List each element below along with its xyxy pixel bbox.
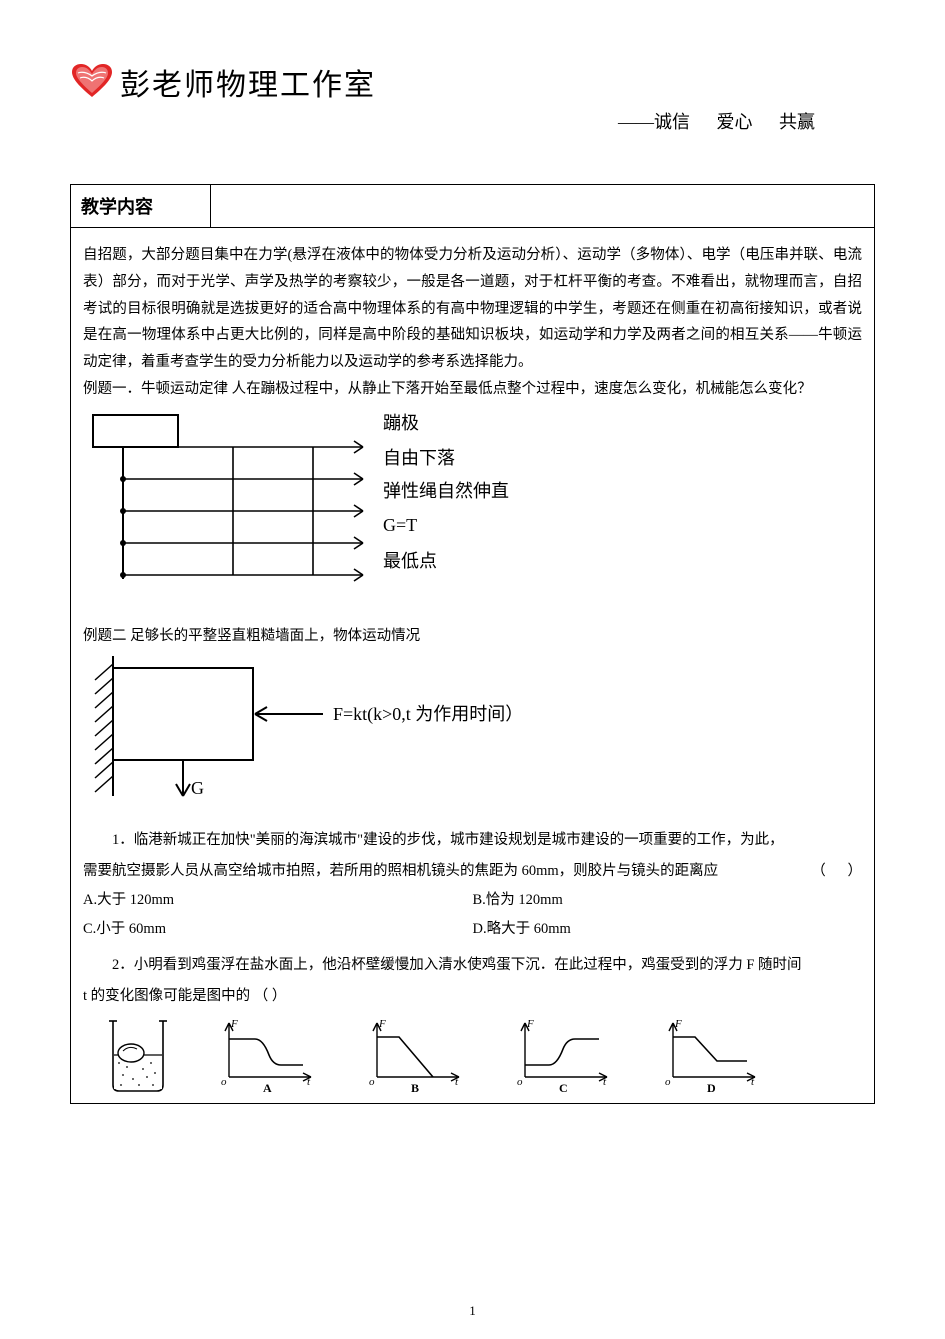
d1-label-2: 弹性绳自然伸直 — [383, 481, 509, 501]
q1-optC: C.小于 60mm — [83, 915, 473, 944]
d1-label-4: 最低点 — [383, 551, 437, 571]
q1-paren: （ ） — [811, 856, 862, 886]
q2-line1: 2．小明看到鸡蛋浮在盐水面上，他沿杯壁缓慢加入清水使鸡蛋下沉．在此过程中，鸡蛋受… — [83, 950, 862, 980]
d1-label-3: G=T — [383, 515, 417, 535]
svg-text:o: o — [369, 1076, 375, 1088]
intro-paragraph: 自招题，大部分题目集中在力学(悬浮在液体中的物体受力分析及运动分析）、运动学（多… — [83, 242, 862, 376]
graph-B: F o t B — [359, 1015, 469, 1093]
graph-C: F o t C — [507, 1015, 617, 1093]
content-body: 自招题，大部分题目集中在力学(悬浮在液体中的物体受力分析及运动分析）、运动学（多… — [71, 228, 874, 1103]
d1-label-0: 蹦极 — [383, 413, 419, 433]
example1-diagram: 蹦极 自由下落 弹性绳自然伸直 G=T 最低点 — [83, 409, 862, 599]
q1-optB: B.恰为 120mm — [473, 886, 863, 915]
svg-text:o: o — [517, 1076, 523, 1088]
q1-optD: D.略大于 60mm — [473, 915, 863, 944]
header: 彭老师物理工作室 — [70, 60, 875, 104]
svg-text:o: o — [221, 1076, 227, 1088]
svg-text:F: F — [230, 1018, 238, 1030]
q2-line2: t 的变化图像可能是图中的 （ ） — [83, 981, 862, 1011]
svg-text:F: F — [674, 1018, 682, 1030]
d2-g-label: G — [191, 778, 204, 798]
svg-text:D: D — [707, 1081, 716, 1093]
heart-logo-icon — [70, 63, 114, 101]
example2-heading: 例题二 足够长的平整竖直粗糙墙面上，物体运动情况 — [83, 623, 862, 650]
page-number: 1 — [0, 1303, 945, 1319]
q1-opts-row2: C.小于 60mm D.略大于 60mm — [83, 915, 862, 944]
motto-1: ——诚信 — [618, 112, 690, 132]
q1-opts-row1: A.大于 120mm B.恰为 120mm — [83, 886, 862, 915]
svg-text:o: o — [665, 1076, 671, 1088]
q1-line1: 1．临港新城正在加快"美丽的海滨城市"建设的步伐，城市建设规划是城市建设的一项重… — [83, 825, 862, 855]
svg-text:B: B — [411, 1081, 419, 1093]
beaker-icon — [103, 1015, 173, 1093]
section-title: 教学内容 — [71, 185, 211, 227]
q2-graph-row: F o t A F o t B — [83, 1015, 862, 1093]
example1-heading: 例题一．牛顿运动定律 人在蹦极过程中，从静止下落开始至最低点整个过程中，速度怎么… — [83, 376, 862, 403]
content-frame: 教学内容 自招题，大部分题目集中在力学(悬浮在液体中的物体受力分析及运动分析）、… — [70, 184, 875, 1104]
section-title-spacer — [211, 185, 874, 227]
d2-formula: F=kt(k>0,t 为作用时间） — [333, 704, 523, 725]
studio-title: 彭老师物理工作室 — [120, 60, 376, 104]
graph-A: F o t A — [211, 1015, 321, 1093]
svg-text:F: F — [526, 1018, 534, 1030]
motto-line: ——诚信 爱心 共赢 — [70, 108, 875, 134]
section-title-row: 教学内容 — [71, 185, 874, 228]
q1-optA: A.大于 120mm — [83, 886, 473, 915]
svg-text:C: C — [559, 1081, 568, 1093]
motto-2: 爱心 — [717, 112, 753, 132]
graph-D: F o t D — [655, 1015, 765, 1093]
svg-text:A: A — [263, 1081, 272, 1093]
motto-3: 共赢 — [779, 112, 815, 132]
d1-label-1: 自由下落 — [383, 448, 455, 468]
q1-line2: 需要航空摄影人员从高空给城市拍照，若所用的照相机镜头的焦距为 60mm，则胶片与… — [83, 856, 862, 886]
svg-text:F: F — [378, 1018, 386, 1030]
q1-line2-text: 需要航空摄影人员从高空给城市拍照，若所用的照相机镜头的焦距为 60mm，则胶片与… — [83, 856, 811, 886]
example2-diagram: F=kt(k>0,t 为作用时间） G — [83, 656, 862, 816]
